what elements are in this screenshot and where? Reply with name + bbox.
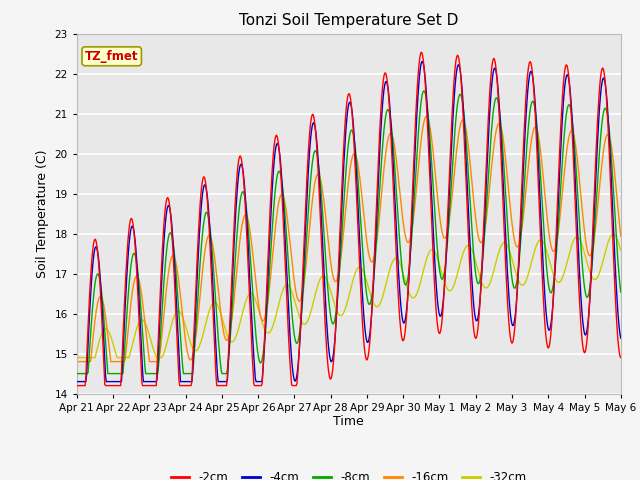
Legend: -2cm, -4cm, -8cm, -16cm, -32cm: -2cm, -4cm, -8cm, -16cm, -32cm xyxy=(166,466,531,480)
X-axis label: Time: Time xyxy=(333,415,364,429)
Title: Tonzi Soil Temperature Set D: Tonzi Soil Temperature Set D xyxy=(239,13,458,28)
Text: TZ_fmet: TZ_fmet xyxy=(85,50,138,63)
Y-axis label: Soil Temperature (C): Soil Temperature (C) xyxy=(36,149,49,278)
